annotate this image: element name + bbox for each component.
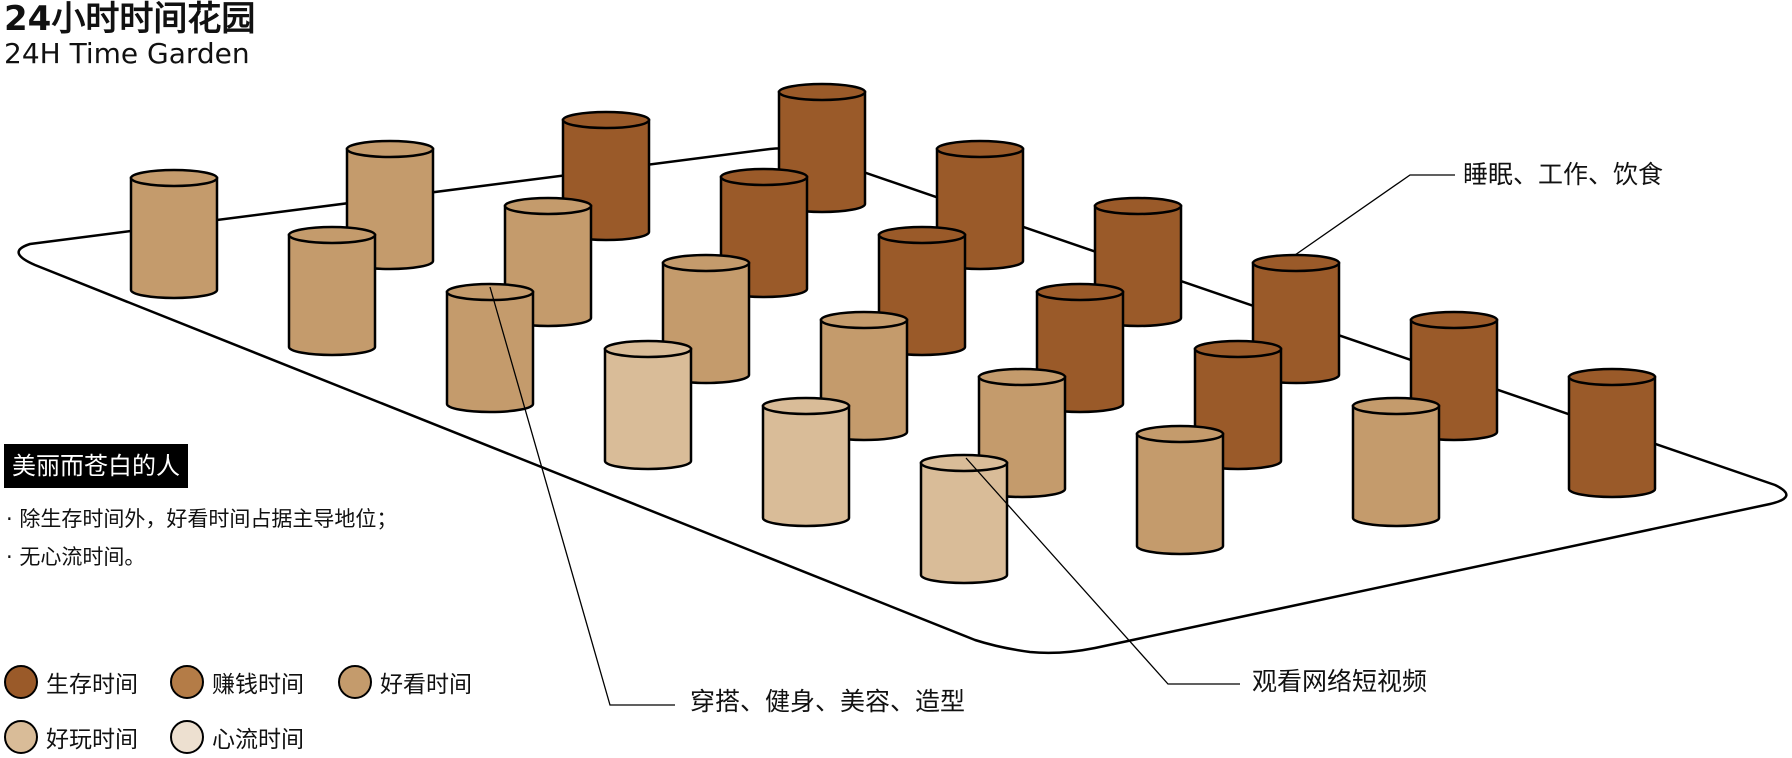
leader-lines xyxy=(489,174,1455,706)
callout-survival: 睡眠、工作、饮食 xyxy=(1463,160,1664,189)
cylinder-body xyxy=(287,233,377,357)
cylinder-top xyxy=(1193,339,1283,359)
legend-label-looks: 好看时间 xyxy=(380,672,472,698)
cylinder-body xyxy=(603,347,693,471)
legend-label-survival: 生存时间 xyxy=(46,672,138,698)
legend-play: 好玩时间 xyxy=(4,720,138,754)
cylinder-top xyxy=(761,396,851,416)
legend-swatch-looks xyxy=(338,665,372,699)
cylinder-top xyxy=(1135,424,1225,444)
persona-label: 美丽而苍白的人 xyxy=(4,444,188,488)
cylinder-1 xyxy=(129,168,219,300)
legend-flow: 心流时间 xyxy=(170,720,304,754)
cylinder-top xyxy=(129,168,219,188)
leader-line-survival xyxy=(1294,174,1455,256)
legend-swatch-survival xyxy=(4,665,38,699)
cylinder-top xyxy=(287,225,377,245)
legend-swatch-flow xyxy=(170,720,204,754)
cylinder-21 xyxy=(919,453,1009,585)
callout-video: 观看网络短视频 xyxy=(1252,667,1428,696)
cylinder-top xyxy=(603,339,693,359)
cylinder-top xyxy=(977,367,1067,387)
cylinder-top xyxy=(561,110,651,130)
legend-label-flow: 心流时间 xyxy=(212,727,304,753)
cylinder-top xyxy=(919,453,1009,473)
callout-looks: 穿搭、健身、美容、造型 xyxy=(690,687,966,716)
cylinder-top xyxy=(661,253,751,273)
cylinder-body xyxy=(919,461,1009,585)
cylinder-top xyxy=(719,167,809,187)
cylinder-body xyxy=(1351,404,1441,528)
cylinder-22 xyxy=(1135,424,1225,556)
legend-label-play: 好玩时间 xyxy=(46,727,138,753)
cylinder-top xyxy=(1409,310,1499,330)
legend-looks: 好看时间 xyxy=(338,665,472,699)
title-english: 24H Time Garden xyxy=(4,37,250,70)
legend-survival: 生存时间 xyxy=(4,665,138,699)
cylinder-top xyxy=(935,139,1025,159)
cylinder-24 xyxy=(1567,367,1657,499)
cylinder-23 xyxy=(1351,396,1441,528)
cylinder-top xyxy=(345,139,435,159)
cylinder-top xyxy=(1567,367,1657,387)
cylinder-top xyxy=(445,282,535,302)
leader-line-video xyxy=(965,457,1240,685)
cylinder-body xyxy=(1567,375,1657,499)
cylinder-group xyxy=(129,82,1657,585)
leader-line-looks xyxy=(489,286,675,706)
cylinder-body xyxy=(445,290,535,414)
legend-swatch-money xyxy=(170,665,204,699)
cylinder-top xyxy=(503,196,593,216)
cylinder-top xyxy=(877,225,967,245)
cylinder-9 xyxy=(445,282,535,414)
legend-label-money: 赚钱时间 xyxy=(212,672,304,698)
legend-swatch-play xyxy=(4,720,38,754)
cylinder-body xyxy=(129,176,219,300)
legend-money: 赚钱时间 xyxy=(170,665,304,699)
persona-bullets: · 除生存时间外，好看时间占据主导地位； · 无心流时间。 xyxy=(6,500,397,576)
cylinder-body xyxy=(1135,432,1225,556)
cylinder-body xyxy=(761,404,851,528)
title-chinese: 24小时时间花园 xyxy=(4,0,256,39)
cylinder-top xyxy=(1093,196,1183,216)
cylinder-top xyxy=(1035,282,1125,302)
cylinder-5 xyxy=(287,225,377,357)
cylinder-top xyxy=(819,310,909,330)
cylinder-top xyxy=(777,82,867,102)
cylinder-top xyxy=(1351,396,1441,416)
cylinder-top xyxy=(1251,253,1341,273)
cylinder-13 xyxy=(603,339,693,471)
persona-bullet-1: · 除生存时间外，好看时间占据主导地位； xyxy=(6,507,398,531)
persona-bullet-2: · 无心流时间。 xyxy=(6,545,146,569)
cylinder-17 xyxy=(761,396,851,528)
